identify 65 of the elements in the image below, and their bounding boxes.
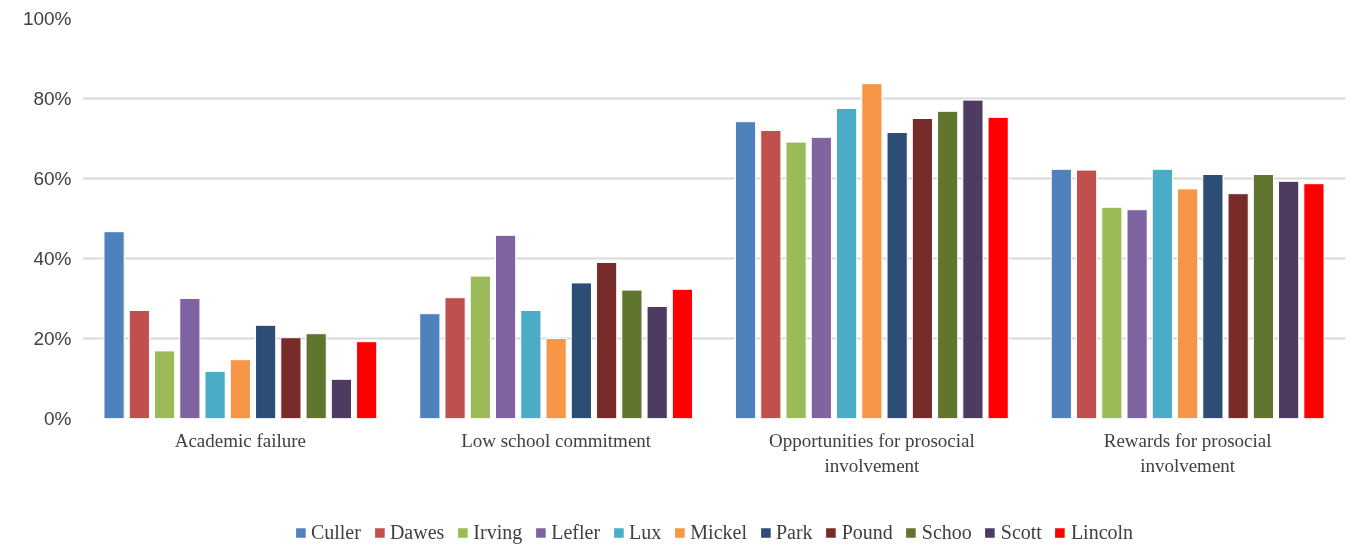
bar	[836, 108, 858, 419]
legend-label: Lincoln	[1070, 520, 1134, 544]
bar	[987, 116, 1009, 419]
bar	[1227, 193, 1249, 419]
x-tick-label: Rewards for prosocial involvement	[1103, 429, 1272, 476]
bar	[356, 341, 378, 419]
bar	[861, 83, 883, 419]
bar	[280, 337, 302, 419]
bar	[671, 288, 694, 419]
bar	[444, 297, 466, 419]
y-tick-label: 100%	[22, 8, 72, 29]
bar	[937, 110, 959, 419]
y-tick-label: 60%	[33, 168, 72, 189]
bar	[570, 282, 592, 419]
legend-label: Culler	[310, 520, 361, 544]
bar	[1177, 188, 1199, 419]
bar	[1303, 183, 1325, 419]
bar	[810, 136, 832, 419]
legend-label: Pound	[841, 520, 893, 544]
bar	[469, 275, 491, 419]
y-tick-label: 80%	[33, 88, 72, 109]
bar	[621, 289, 643, 419]
bar	[419, 313, 441, 419]
bar	[734, 121, 757, 419]
legend-label: Dawes	[389, 520, 445, 544]
bar	[495, 234, 517, 419]
legend-label: Lefler	[551, 520, 601, 544]
y-tick-label: 20%	[33, 328, 72, 349]
bar	[911, 118, 933, 419]
legend-label: Scott	[1000, 520, 1042, 544]
legend-label: Irving	[473, 520, 523, 544]
x-tick-label: Opportunities for prosocial involvement	[768, 429, 975, 476]
bar	[204, 370, 226, 419]
bar	[305, 333, 327, 419]
x-tick-label: Academic failure	[174, 429, 307, 451]
bar	[1050, 168, 1072, 419]
bar	[1101, 206, 1123, 419]
bar	[153, 350, 176, 419]
bar	[886, 132, 908, 419]
bar	[785, 141, 807, 419]
bar	[1278, 180, 1300, 419]
bar	[596, 262, 618, 419]
bar	[520, 310, 542, 419]
bar	[646, 306, 668, 419]
legend-label: Park	[775, 520, 813, 544]
bar	[229, 359, 251, 419]
bar	[128, 310, 150, 419]
bar	[545, 338, 567, 419]
bar	[760, 130, 782, 419]
legend-label: Lux	[629, 520, 662, 544]
legend-label: Mickel	[690, 520, 747, 544]
bar	[1075, 169, 1098, 419]
bar	[962, 99, 984, 419]
bar	[1202, 174, 1224, 419]
y-tick-label: 0%	[44, 408, 72, 429]
legend-label: Schoo	[921, 520, 972, 544]
bar	[103, 231, 125, 419]
x-tick-label: Low school commitment	[461, 429, 652, 451]
y-tick-label: 40%	[33, 248, 72, 269]
bar	[255, 324, 277, 419]
bar	[1151, 168, 1173, 419]
bar	[179, 298, 201, 419]
bar	[330, 378, 353, 419]
bar	[1126, 209, 1148, 419]
bar	[1252, 174, 1275, 419]
